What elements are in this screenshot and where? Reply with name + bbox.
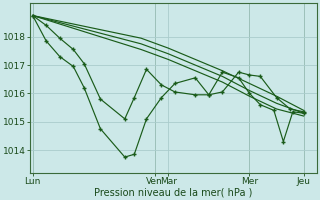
X-axis label: Pression niveau de la mer( hPa ): Pression niveau de la mer( hPa ): [94, 187, 253, 197]
